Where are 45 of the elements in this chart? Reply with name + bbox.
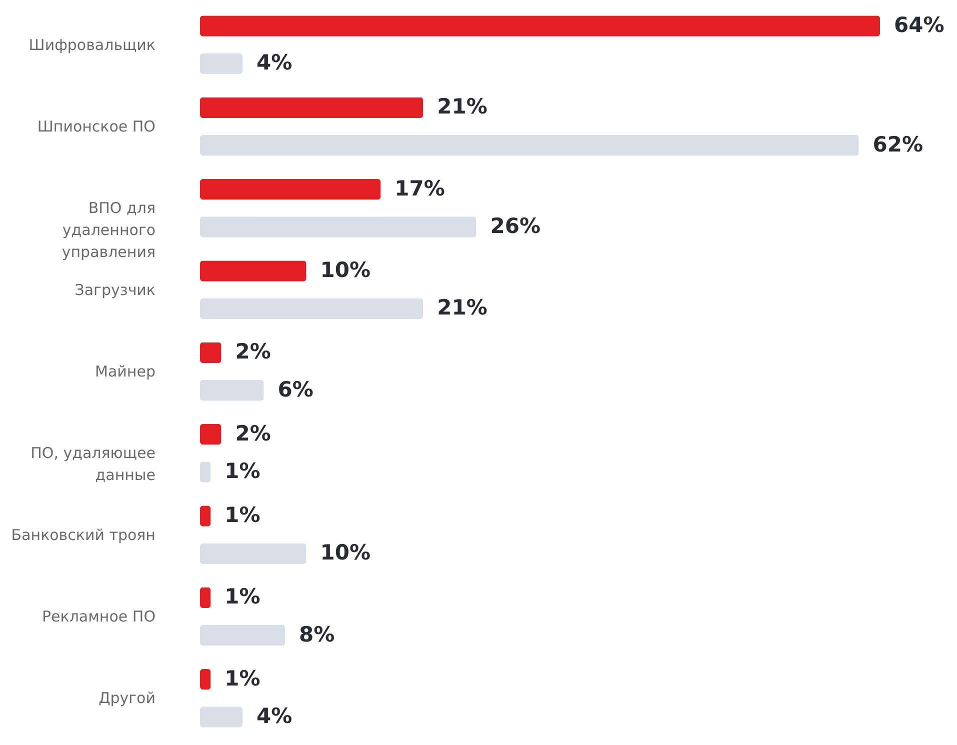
y-tick-label: Банковский троян <box>11 526 156 544</box>
data-label: 1% <box>224 459 260 484</box>
y-tick-label: Загрузчик <box>74 280 156 299</box>
bar <box>200 624 285 646</box>
data-label: 64% <box>894 12 944 37</box>
data-label: 17% <box>394 176 445 200</box>
data-label: 21% <box>437 296 488 320</box>
y-tick-label: Шифровальщик <box>28 36 156 54</box>
data-label: 8% <box>299 622 335 646</box>
bar <box>200 53 242 74</box>
data-label: 4% <box>256 50 292 75</box>
data-label: 10% <box>320 258 371 282</box>
bar <box>200 424 222 445</box>
data-label: 26% <box>490 214 541 238</box>
bar <box>200 506 211 526</box>
data-label: 6% <box>278 377 314 402</box>
bar <box>200 543 306 564</box>
data-label: 62% <box>872 132 924 156</box>
data-label: 1% <box>224 584 260 609</box>
data-label: 2% <box>235 421 271 446</box>
y-tick-label: Рекламное ПО <box>42 608 156 626</box>
bar <box>200 216 476 238</box>
bar <box>200 16 880 36</box>
bar <box>200 587 211 608</box>
bar <box>200 380 264 401</box>
data-label: 1% <box>224 666 260 690</box>
data-label: 21% <box>437 94 488 119</box>
bar <box>200 97 424 118</box>
y-tick-label: Шпионское ПО <box>37 118 156 136</box>
data-label: 4% <box>256 704 292 728</box>
bar <box>200 134 859 156</box>
y-tick-label: Майнер <box>95 362 156 380</box>
bar <box>200 706 242 728</box>
data-label: 2% <box>235 340 271 364</box>
bar <box>200 342 222 364</box>
bar <box>200 178 381 200</box>
bar <box>200 298 424 320</box>
data-label: 10% <box>320 540 371 565</box>
bar <box>200 462 211 482</box>
bar <box>200 260 306 282</box>
y-tick-label: ПО, удаляющее данные <box>30 444 156 484</box>
bar <box>200 668 211 690</box>
y-tick-label: ВПО для удаленного управления <box>62 199 156 262</box>
data-label: 1% <box>224 502 260 527</box>
y-tick-label: Другой <box>98 689 156 708</box>
